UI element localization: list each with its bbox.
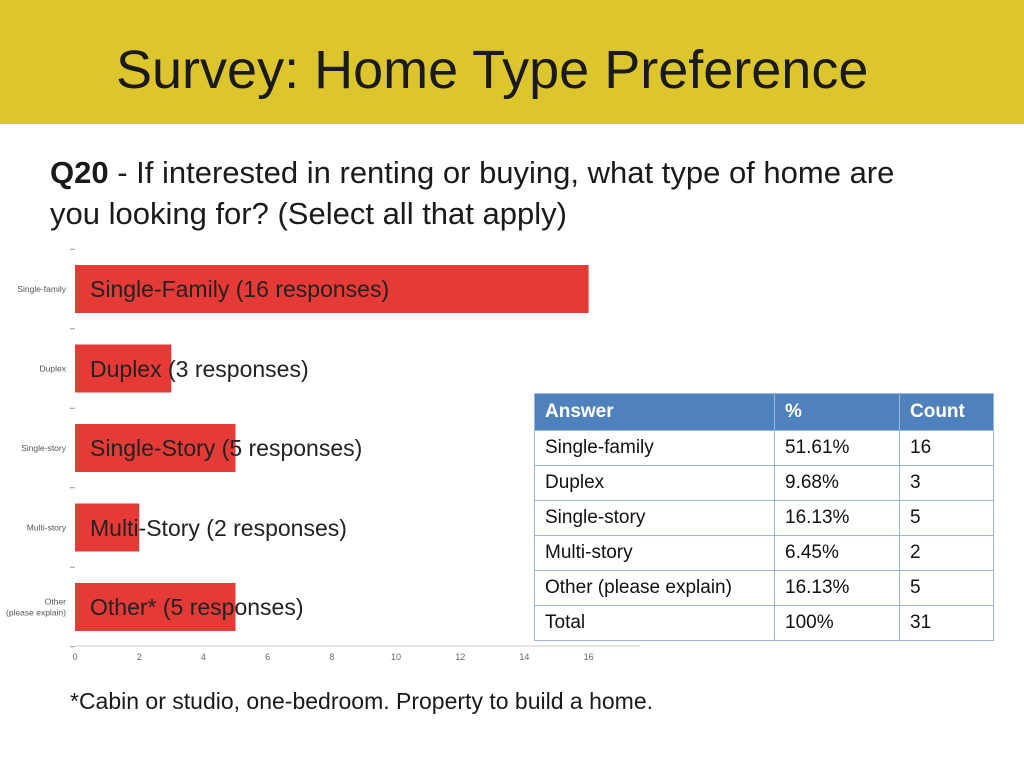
bar-chart: Single-family Duplex Single-story Multi-sto… bbox=[6, 248, 640, 662]
slide-title: Survey: Home Type Preference bbox=[116, 40, 869, 100]
bar bbox=[75, 344, 172, 393]
x-tick-label: 14 bbox=[519, 652, 529, 662]
table-cell-percent: 100% bbox=[774, 605, 900, 641]
table-header-percent: % bbox=[774, 393, 900, 431]
table-cell-answer: Multi-story bbox=[534, 535, 775, 571]
bar-label: Single-Family (16 responses) bbox=[90, 276, 390, 302]
question-text: Q20 - If interested in renting or buying… bbox=[50, 152, 950, 234]
table-cell-answer: Single-story bbox=[534, 500, 775, 536]
x-tick-label: 0 bbox=[72, 652, 77, 662]
bar bbox=[75, 583, 236, 631]
bar-label: Single-Story (5 responses) bbox=[90, 435, 363, 461]
table-cell-percent: 51.61% bbox=[774, 430, 900, 466]
table-cell-count: 3 bbox=[899, 465, 994, 501]
table-cell-count: 31 bbox=[899, 605, 994, 641]
table-cell-answer: Single-family bbox=[534, 430, 775, 466]
table-cell-count: 2 bbox=[899, 535, 994, 571]
y-tick-label: Single-family bbox=[17, 284, 66, 294]
footnote: *Cabin or studio, one-bedroom. Property … bbox=[70, 688, 653, 714]
bar-label: Other* (5 responses) bbox=[90, 594, 304, 620]
table-cell-percent: 16.13% bbox=[774, 500, 900, 536]
x-tick-label: 8 bbox=[329, 652, 334, 662]
bar bbox=[75, 503, 140, 552]
table-row: Multi-story 6.45% 2 bbox=[534, 535, 994, 571]
table-cell-count: 16 bbox=[899, 430, 994, 466]
title-banner: Survey: Home Type Preference bbox=[0, 0, 1024, 124]
y-tick-label: Multi-story bbox=[27, 523, 67, 533]
table-header-row: Answer % Count bbox=[534, 393, 994, 431]
table-row: Other (please explain) 16.13% 5 bbox=[534, 570, 994, 606]
table-cell-percent: 9.68% bbox=[774, 465, 900, 501]
bar bbox=[75, 424, 236, 472]
table-row: Duplex 9.68% 3 bbox=[534, 465, 994, 501]
y-tick-label: Other (please explain) bbox=[6, 597, 66, 618]
table-cell-percent: 6.45% bbox=[774, 535, 900, 571]
table-cell-percent: 16.13% bbox=[774, 570, 900, 606]
y-tick-label: Single-story bbox=[21, 443, 67, 453]
y-tick-label: Duplex bbox=[40, 364, 67, 374]
table-row: Single-family 51.61% 16 bbox=[534, 430, 994, 466]
table-header-answer: Answer bbox=[534, 393, 775, 431]
x-tick-label: 4 bbox=[201, 652, 206, 662]
x-tick-label: 6 bbox=[265, 652, 270, 662]
table-cell-answer: Total bbox=[534, 605, 775, 641]
x-tick-label: 16 bbox=[584, 652, 594, 662]
table-cell-count: 5 bbox=[899, 500, 994, 536]
table-cell-count: 5 bbox=[899, 570, 994, 606]
bar bbox=[75, 265, 589, 313]
question-number: Q20 bbox=[50, 155, 109, 190]
table-row: Single-story 16.13% 5 bbox=[534, 500, 994, 536]
x-tick-label: 2 bbox=[137, 652, 142, 662]
table-header-count: Count bbox=[899, 393, 994, 431]
table-cell-answer: Duplex bbox=[534, 465, 775, 501]
table-cell-answer: Other (please explain) bbox=[534, 570, 775, 606]
table-row-total: Total 100% 31 bbox=[534, 605, 994, 641]
results-table: Answer % Count Single-family 51.61% 16 D… bbox=[534, 393, 994, 641]
question-body: - If interested in renting or buying, wh… bbox=[50, 155, 895, 231]
bar-label: Multi-Story (2 responses) bbox=[90, 514, 347, 541]
bar-label: Duplex (3 responses) bbox=[90, 355, 309, 382]
x-tick-label: 12 bbox=[455, 652, 465, 662]
x-tick-label: 10 bbox=[391, 652, 401, 662]
